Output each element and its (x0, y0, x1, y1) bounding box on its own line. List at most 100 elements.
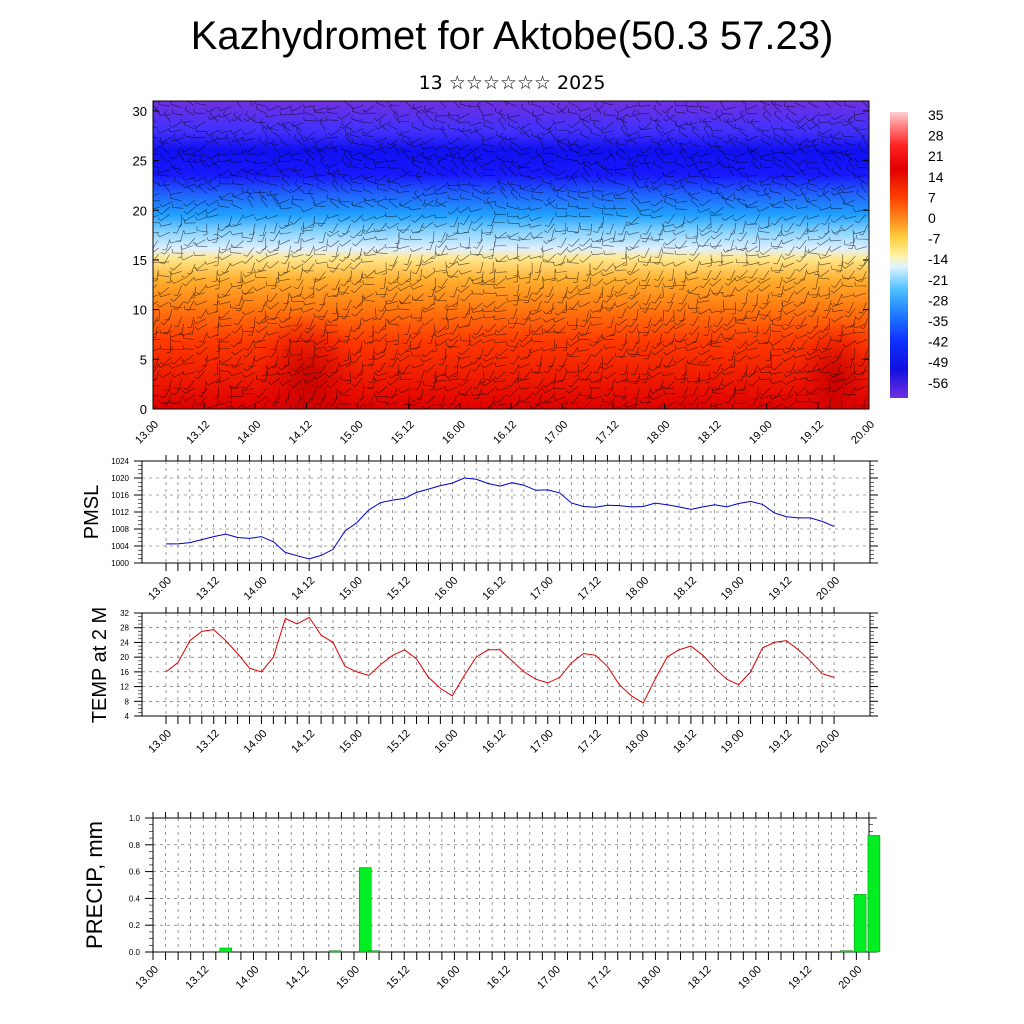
x-tick-label: 13.12 (183, 964, 211, 992)
x-tick-label: 17.12 (576, 728, 604, 756)
y-tick-label: 12 (120, 683, 129, 692)
x-tick-label: 19.12 (786, 964, 814, 992)
x-tick-label: 14.12 (287, 419, 315, 447)
precip-panel: PRECIP, mm 0.0 0.2 0.4 0.6 0.8 1.0 13.00 13.12 1… (82, 812, 881, 992)
x-tick-label: 19.00 (719, 728, 747, 756)
x-tick-label: 16.12 (485, 964, 513, 992)
x-tick-label: 17.12 (576, 575, 604, 603)
x-tick-label: 13.12 (194, 728, 222, 756)
x-tick-label: 19.12 (767, 575, 795, 603)
y-tick-label: 0.8 (129, 841, 141, 850)
y-tick-label: 20 (133, 203, 147, 218)
x-tick-label: 16.00 (435, 964, 463, 992)
x-tick-label: 15.12 (385, 575, 413, 603)
x-tick-label: 19.00 (719, 575, 747, 603)
colorbar-label: -35 (928, 313, 948, 329)
colorbar: 35 28 21 14 7 0 -7 -14 -21 -28 -35 -42 -49 -56 (890, 107, 948, 398)
colorbar-label: -21 (928, 272, 948, 288)
y-tick-label: 15 (133, 253, 147, 268)
x-tick-label: 14.00 (242, 728, 270, 756)
y-tick-label: 25 (133, 154, 147, 169)
pmsl-line (166, 477, 835, 560)
plot-frame (152, 817, 870, 953)
x-tick-label: 15.12 (384, 964, 412, 992)
x-tick-label: 16.00 (432, 575, 460, 603)
x-tick-label: 17.12 (585, 964, 613, 992)
warm-core (253, 310, 363, 409)
precip-bar (840, 950, 853, 953)
y-tick-label: 28 (120, 624, 129, 633)
x-tick-label: 17.00 (528, 575, 556, 603)
plot-frame (141, 612, 871, 717)
temp-panel: TEMP at 2 M 4 8 12 16 20 24 28 32 13.00 13.12 14.0… (89, 607, 878, 756)
wind-barbs (153, 101, 869, 409)
y-tick-label: 0.6 (129, 868, 141, 877)
y-tick-label: 0.2 (129, 921, 141, 930)
warm-core (795, 320, 869, 409)
colorbar-label: -7 (928, 231, 941, 247)
x-tick-label: 17.00 (535, 964, 563, 992)
y-tick-label: 1020 (111, 474, 129, 483)
precip-bar (359, 867, 372, 953)
y-tick-label: 0.0 (129, 948, 141, 957)
colorbar-label: 14 (928, 169, 944, 185)
x-tick-label: 14.12 (284, 964, 312, 992)
precip-axis-label: PRECIP, mm (82, 821, 107, 949)
colorbar-label: -49 (928, 354, 948, 370)
x-tick-label: 14.12 (289, 728, 317, 756)
colorbar-label: -42 (928, 334, 948, 350)
x-tick-label: 19.12 (798, 419, 826, 447)
x-tick-label: 18.00 (636, 964, 664, 992)
y-tick-label: 1016 (111, 491, 129, 500)
colorbar-label: 21 (928, 148, 944, 164)
x-tick-label: 19.00 (747, 419, 775, 447)
colorbar-label: -56 (928, 375, 948, 391)
x-tick-label: 18.00 (623, 575, 651, 603)
x-tick-label: 15.00 (334, 964, 362, 992)
chart-title: Kazhydromet for Aktobe(50.3 57.23) (190, 14, 834, 58)
x-tick-label: 16.00 (432, 728, 460, 756)
x-tick-label: 15.00 (337, 575, 365, 603)
x-tick-label: 13.00 (133, 419, 161, 447)
colorbar-scale (890, 112, 908, 398)
x-tick-label: 16.00 (440, 419, 468, 447)
precip-bar (328, 950, 342, 953)
pmsl-axis-label: PMSL (81, 485, 103, 539)
temp-axis-label: TEMP at 2 M (89, 607, 111, 723)
x-tick-label: 14.00 (242, 575, 270, 603)
x-tick-label: 18.00 (645, 419, 673, 447)
x-tick-label: 19.12 (767, 728, 795, 756)
y-tick-label: 30 (133, 104, 147, 119)
x-tick-label: 18.00 (623, 728, 651, 756)
x-tick-label: 13.12 (184, 419, 212, 447)
x-tick-label: 18.12 (671, 575, 699, 603)
precip-bar (219, 947, 233, 953)
x-tick-label: 13.00 (133, 964, 161, 992)
x-tick-label: 19.00 (736, 964, 764, 992)
x-tick-label: 16.12 (491, 419, 519, 447)
y-tick-label: 16 (120, 668, 129, 677)
y-tick-label: 0.4 (129, 894, 141, 903)
wind-barb-field (153, 101, 869, 409)
pmsl-panel: PMSL 1000 1004 1008 1012 1016 1020 1024 13.00 13… (81, 455, 878, 603)
chart-subtitle: 13 ☆☆☆☆☆☆ 2025 (418, 72, 606, 94)
colorbar-label: 7 (928, 189, 936, 205)
y-tick-label: 1000 (111, 559, 129, 568)
colorbar-label: -14 (928, 251, 948, 267)
cross-section-panel: 0 5 10 15 20 25 30 13.00 13.12 14.00 14.12 15.00 15… (133, 100, 877, 447)
colorbar-label: 35 (928, 107, 944, 123)
y-tick-label: 1008 (111, 525, 129, 534)
y-tick-label: 0 (140, 402, 147, 417)
y-tick-label: 5 (140, 352, 147, 367)
y-tick-label: 1012 (111, 508, 129, 517)
x-tick-label: 20.00 (837, 964, 865, 992)
x-tick-label: 17.00 (528, 728, 556, 756)
precip-bar (867, 835, 881, 953)
x-tick-label: 18.12 (671, 728, 699, 756)
y-tick-label: 24 (120, 638, 129, 647)
y-tick-label: 10 (133, 303, 147, 318)
colorbar-label: 28 (928, 128, 944, 144)
x-tick-label: 13.12 (194, 575, 222, 603)
colorbar-label: -28 (928, 292, 948, 308)
